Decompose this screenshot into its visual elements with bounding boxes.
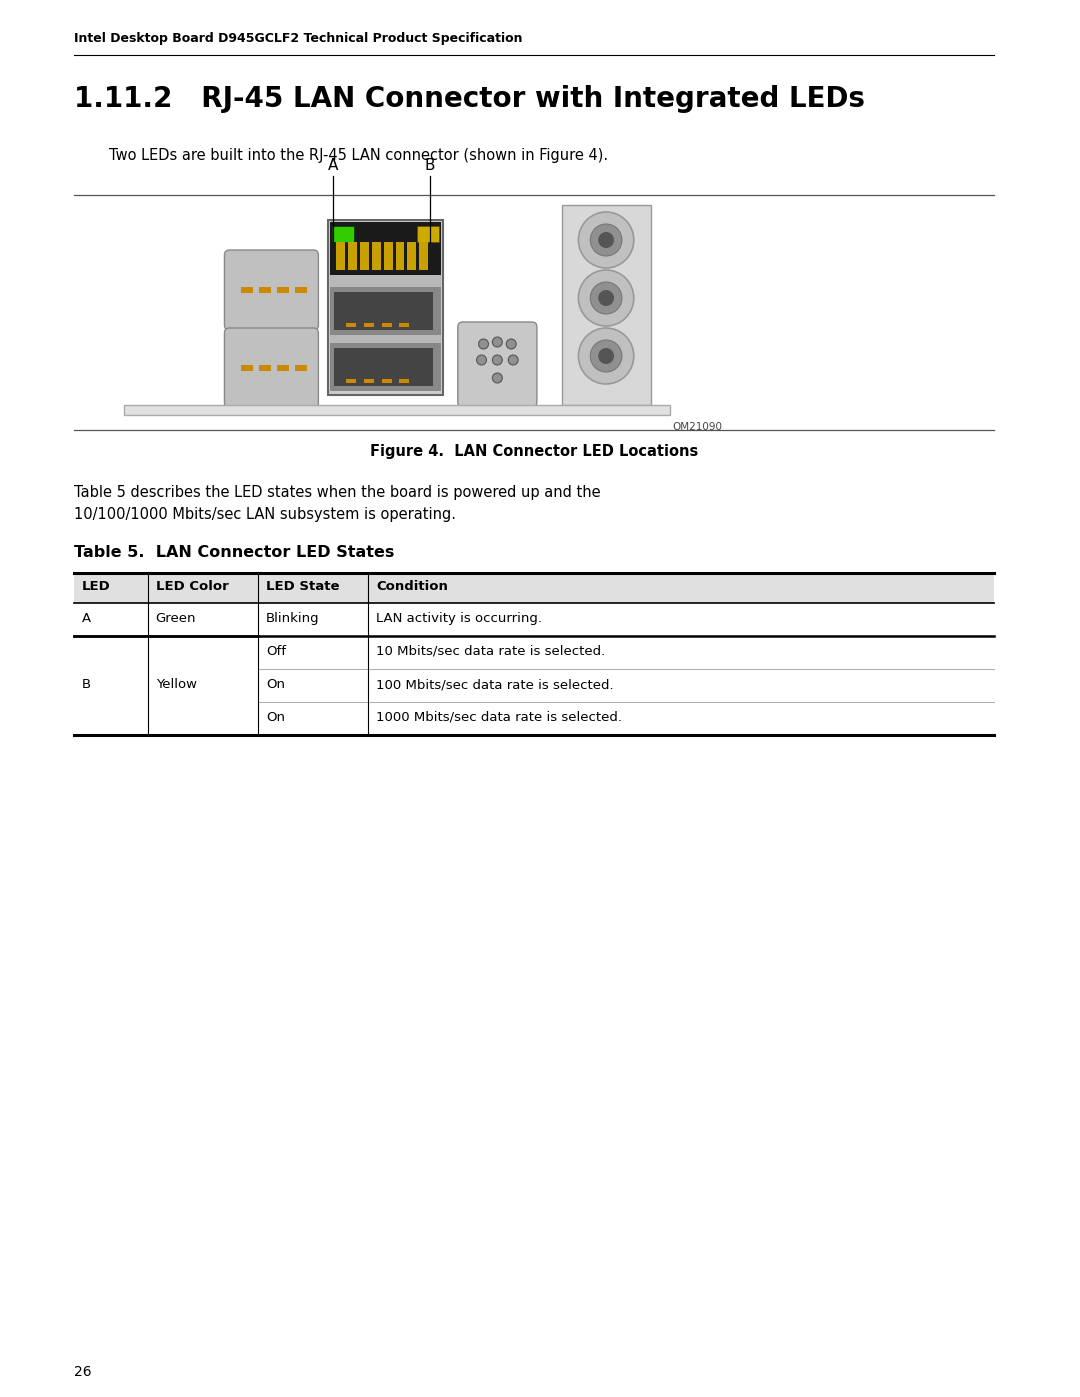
Bar (346, 323, 356, 327)
Circle shape (598, 291, 615, 306)
Bar (276, 286, 288, 293)
Text: 100 Mbits/sec data rate is selected.: 100 Mbits/sec data rate is selected. (376, 678, 613, 692)
Bar (330, 335, 441, 344)
Text: A: A (328, 158, 338, 173)
Bar (330, 286, 441, 335)
Bar (259, 365, 271, 372)
Circle shape (579, 328, 634, 384)
Bar (330, 222, 441, 275)
Bar (381, 323, 392, 327)
Text: Table 5.  LAN Connector LED States: Table 5. LAN Connector LED States (75, 545, 394, 560)
Bar (75, 196, 994, 430)
Text: B: B (82, 679, 91, 692)
FancyBboxPatch shape (458, 321, 537, 407)
Bar (336, 242, 346, 270)
Circle shape (591, 339, 622, 372)
Bar (346, 379, 356, 383)
Text: LED Color: LED Color (156, 580, 228, 592)
Circle shape (492, 373, 502, 383)
Circle shape (579, 270, 634, 326)
Circle shape (591, 282, 622, 314)
FancyBboxPatch shape (225, 328, 319, 408)
Bar (360, 242, 368, 270)
Bar (333, 226, 354, 242)
Bar (328, 219, 443, 395)
Bar (276, 365, 288, 372)
Text: A: A (82, 612, 91, 624)
Text: Yellow: Yellow (156, 679, 197, 692)
Circle shape (579, 212, 634, 268)
Text: 10 Mbits/sec data rate is selected.: 10 Mbits/sec data rate is selected. (376, 645, 606, 658)
Circle shape (492, 355, 502, 365)
Text: Blinking: Blinking (266, 612, 320, 624)
Circle shape (509, 355, 518, 365)
Bar (75, 573, 994, 604)
Text: 26: 26 (75, 1365, 92, 1379)
Text: LED: LED (82, 580, 111, 592)
Bar (123, 405, 671, 415)
Bar (372, 242, 380, 270)
Circle shape (598, 348, 615, 365)
Bar (330, 344, 441, 391)
Circle shape (476, 355, 486, 365)
Circle shape (492, 337, 502, 346)
Text: Off: Off (266, 645, 286, 658)
Text: OM21090: OM21090 (673, 422, 723, 432)
Text: LAN activity is occurring.: LAN activity is occurring. (376, 612, 542, 624)
Text: Intel Desktop Board D945GCLF2 Technical Product Specification: Intel Desktop Board D945GCLF2 Technical … (75, 32, 523, 45)
Text: 1.11.2   RJ-45 LAN Connector with Integrated LEDs: 1.11.2 RJ-45 LAN Connector with Integrat… (75, 85, 865, 113)
Bar (330, 275, 441, 286)
Text: 10/100/1000 Mbits/sec LAN subsystem is operating.: 10/100/1000 Mbits/sec LAN subsystem is o… (75, 507, 456, 522)
Bar (259, 286, 271, 293)
Text: Two LEDs are built into the RJ-45 LAN connector (shown in Figure 4).: Two LEDs are built into the RJ-45 LAN co… (109, 148, 608, 163)
Bar (334, 292, 433, 330)
Text: Table 5 describes the LED states when the board is powered up and the: Table 5 describes the LED states when th… (75, 485, 600, 500)
Bar (562, 205, 650, 405)
Bar (383, 242, 392, 270)
Circle shape (591, 224, 622, 256)
Circle shape (598, 232, 615, 249)
Bar (295, 286, 307, 293)
Circle shape (507, 339, 516, 349)
Bar (241, 286, 253, 293)
Bar (400, 379, 409, 383)
Bar (334, 348, 433, 386)
Bar (395, 242, 404, 270)
Bar (295, 365, 307, 372)
Text: Figure 4.  LAN Connector LED Locations: Figure 4. LAN Connector LED Locations (369, 444, 698, 460)
Bar (364, 323, 374, 327)
Bar (407, 242, 416, 270)
Text: On: On (266, 678, 285, 692)
Text: On: On (266, 711, 285, 724)
Text: Green: Green (156, 612, 197, 624)
Text: B: B (424, 158, 435, 173)
FancyBboxPatch shape (225, 250, 319, 330)
Bar (241, 365, 253, 372)
Circle shape (478, 339, 488, 349)
Text: Condition: Condition (376, 580, 448, 592)
Text: LED State: LED State (266, 580, 339, 592)
Text: 1000 Mbits/sec data rate is selected.: 1000 Mbits/sec data rate is selected. (376, 711, 622, 724)
Bar (400, 323, 409, 327)
Bar (419, 242, 428, 270)
Bar (348, 242, 357, 270)
Bar (417, 226, 438, 242)
Bar (381, 379, 392, 383)
Bar (364, 379, 374, 383)
